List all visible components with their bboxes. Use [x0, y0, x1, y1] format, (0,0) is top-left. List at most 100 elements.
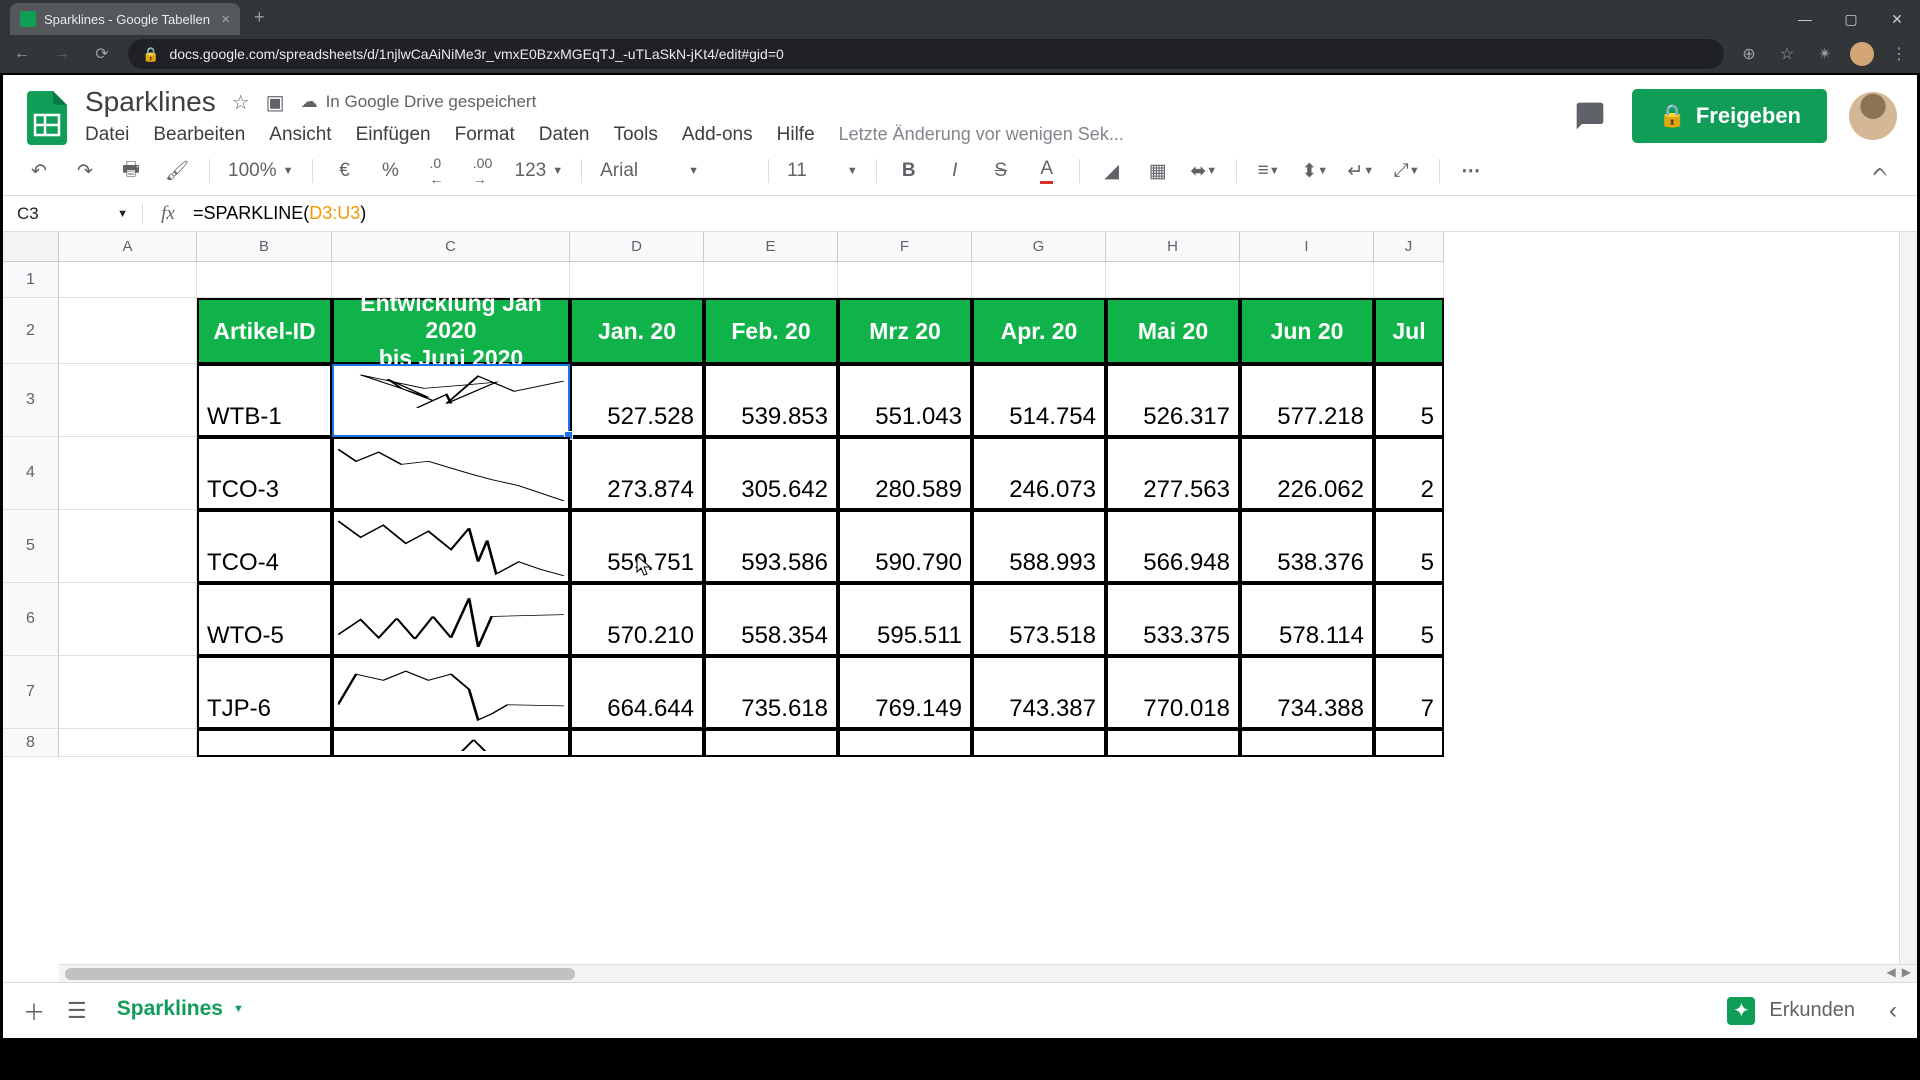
cell[interactable] [59, 364, 197, 437]
comments-button[interactable] [1570, 96, 1610, 136]
cell[interactable] [838, 262, 972, 298]
cell[interactable]: 277.563 [1106, 437, 1240, 510]
row-header[interactable]: 7 [3, 656, 59, 729]
scroll-left-icon[interactable]: ◀ [1887, 965, 1896, 982]
scroll-right-icon[interactable]: ▶ [1902, 965, 1911, 982]
cell[interactable]: 514.754 [972, 364, 1106, 437]
cell[interactable]: Apr. 20 [972, 298, 1106, 364]
cell[interactable]: Jul [1374, 298, 1444, 364]
cell[interactable] [1106, 729, 1240, 757]
cell[interactable] [332, 729, 570, 757]
increase-decimal-button[interactable]: .00→ [469, 157, 497, 185]
cell[interactable]: TJP-6 [197, 656, 332, 729]
cell[interactable] [332, 583, 570, 656]
fill-color-button[interactable]: ◢ [1098, 157, 1126, 185]
italic-button[interactable]: I [941, 157, 969, 185]
cell[interactable] [197, 262, 332, 298]
select-all-cell[interactable] [3, 232, 59, 262]
print-button[interactable]: 🖶 [117, 157, 145, 185]
cell[interactable] [570, 729, 704, 757]
halign-button[interactable]: ≡▼ [1255, 157, 1283, 185]
cell[interactable]: WTB-1 [197, 364, 332, 437]
cell[interactable]: Artikel-ID [197, 298, 332, 364]
cell[interactable] [59, 729, 197, 757]
cell[interactable]: 595.511 [838, 583, 972, 656]
cell[interactable]: 2 [1374, 437, 1444, 510]
column-header[interactable]: A [59, 232, 197, 262]
font-select[interactable]: Arial▼ [600, 160, 750, 182]
move-icon[interactable]: ▣ [266, 90, 285, 115]
cell[interactable]: 588.993 [972, 510, 1106, 583]
cell[interactable] [59, 262, 197, 298]
menu-edit[interactable]: Bearbeiten [153, 124, 245, 146]
cell[interactable]: 246.073 [972, 437, 1106, 510]
cell[interactable]: WTO-5 [197, 583, 332, 656]
cell[interactable]: 527.528 [570, 364, 704, 437]
cell[interactable] [332, 364, 570, 437]
row-header[interactable]: 4 [3, 437, 59, 510]
zoom-icon[interactable]: ⊕ [1736, 44, 1762, 64]
cell[interactable] [332, 510, 570, 583]
menu-format[interactable]: Format [455, 124, 515, 146]
row-header[interactable]: 3 [3, 364, 59, 437]
bold-button[interactable]: B [895, 157, 923, 185]
menu-insert[interactable]: Einfügen [356, 124, 431, 146]
cell[interactable] [1240, 262, 1374, 298]
cell[interactable]: 558.354 [704, 583, 838, 656]
cell[interactable]: 305.642 [704, 437, 838, 510]
menu-view[interactable]: Ansicht [269, 124, 331, 146]
star-doc-icon[interactable]: ☆ [232, 90, 250, 115]
cell[interactable]: 526.317 [1106, 364, 1240, 437]
number-format-select[interactable]: 123▼ [515, 160, 564, 182]
row-header[interactable]: 8 [3, 729, 59, 757]
paint-format-button[interactable]: 🖌 [163, 157, 191, 185]
explore-button[interactable]: ✦ Erkunden ‹ [1727, 997, 1897, 1025]
star-icon[interactable]: ☆ [1774, 44, 1800, 64]
name-box[interactable]: C3 ▼ [3, 204, 143, 224]
menu-icon[interactable]: ⋮ [1886, 44, 1912, 64]
all-sheets-button[interactable]: ☰ [67, 998, 87, 1024]
wrap-button[interactable]: ↵▼ [1347, 157, 1375, 185]
rotate-button[interactable]: ⤢▼ [1393, 157, 1421, 185]
close-window-button[interactable]: ✕ [1874, 3, 1920, 35]
cell[interactable]: 734.388 [1240, 656, 1374, 729]
account-avatar-icon[interactable] [1849, 92, 1897, 140]
cell[interactable] [332, 656, 570, 729]
add-sheet-button[interactable]: ＋ [23, 995, 45, 1027]
cell[interactable]: 280.589 [838, 437, 972, 510]
close-icon[interactable]: × [221, 11, 230, 28]
column-header[interactable]: E [704, 232, 838, 262]
cell[interactable] [59, 298, 197, 364]
menu-tools[interactable]: Tools [613, 124, 657, 146]
chevron-left-icon[interactable]: ‹ [1889, 997, 1897, 1025]
back-button[interactable]: ← [8, 45, 36, 63]
cell[interactable]: 743.387 [972, 656, 1106, 729]
minimize-button[interactable]: — [1782, 3, 1828, 35]
cell[interactable]: Feb. 20 [704, 298, 838, 364]
valign-button[interactable]: ⬍▼ [1301, 157, 1329, 185]
reload-button[interactable]: ⟳ [88, 44, 116, 64]
cell[interactable] [570, 262, 704, 298]
cell[interactable]: 769.149 [838, 656, 972, 729]
cell[interactable]: 593.586 [704, 510, 838, 583]
forward-button[interactable]: → [48, 45, 76, 63]
profile-avatar-icon[interactable] [1850, 42, 1874, 66]
cell[interactable]: 578.114 [1240, 583, 1374, 656]
browser-tab[interactable]: Sparklines - Google Tabellen × [10, 3, 240, 35]
spreadsheet-grid[interactable]: ABCDEFGHIJ12Artikel-IDEntwicklung Jan 20… [3, 232, 1917, 964]
undo-button[interactable]: ↶ [25, 157, 53, 185]
percent-button[interactable]: % [377, 157, 405, 185]
cell[interactable] [972, 729, 1106, 757]
vertical-scrollbar[interactable] [1899, 232, 1917, 964]
row-header[interactable]: 1 [3, 262, 59, 298]
column-header[interactable]: G [972, 232, 1106, 262]
row-header[interactable]: 6 [3, 583, 59, 656]
menu-addons[interactable]: Add-ons [682, 124, 753, 146]
cell[interactable]: 590.790 [838, 510, 972, 583]
cell[interactable]: 577.218 [1240, 364, 1374, 437]
column-header[interactable]: H [1106, 232, 1240, 262]
column-header[interactable]: J [1374, 232, 1444, 262]
sheet-tab[interactable]: Sparklines ▼ [109, 993, 252, 1028]
row-header[interactable]: 2 [3, 298, 59, 364]
horizontal-scrollbar[interactable]: ◀ ▶ [59, 964, 1917, 982]
